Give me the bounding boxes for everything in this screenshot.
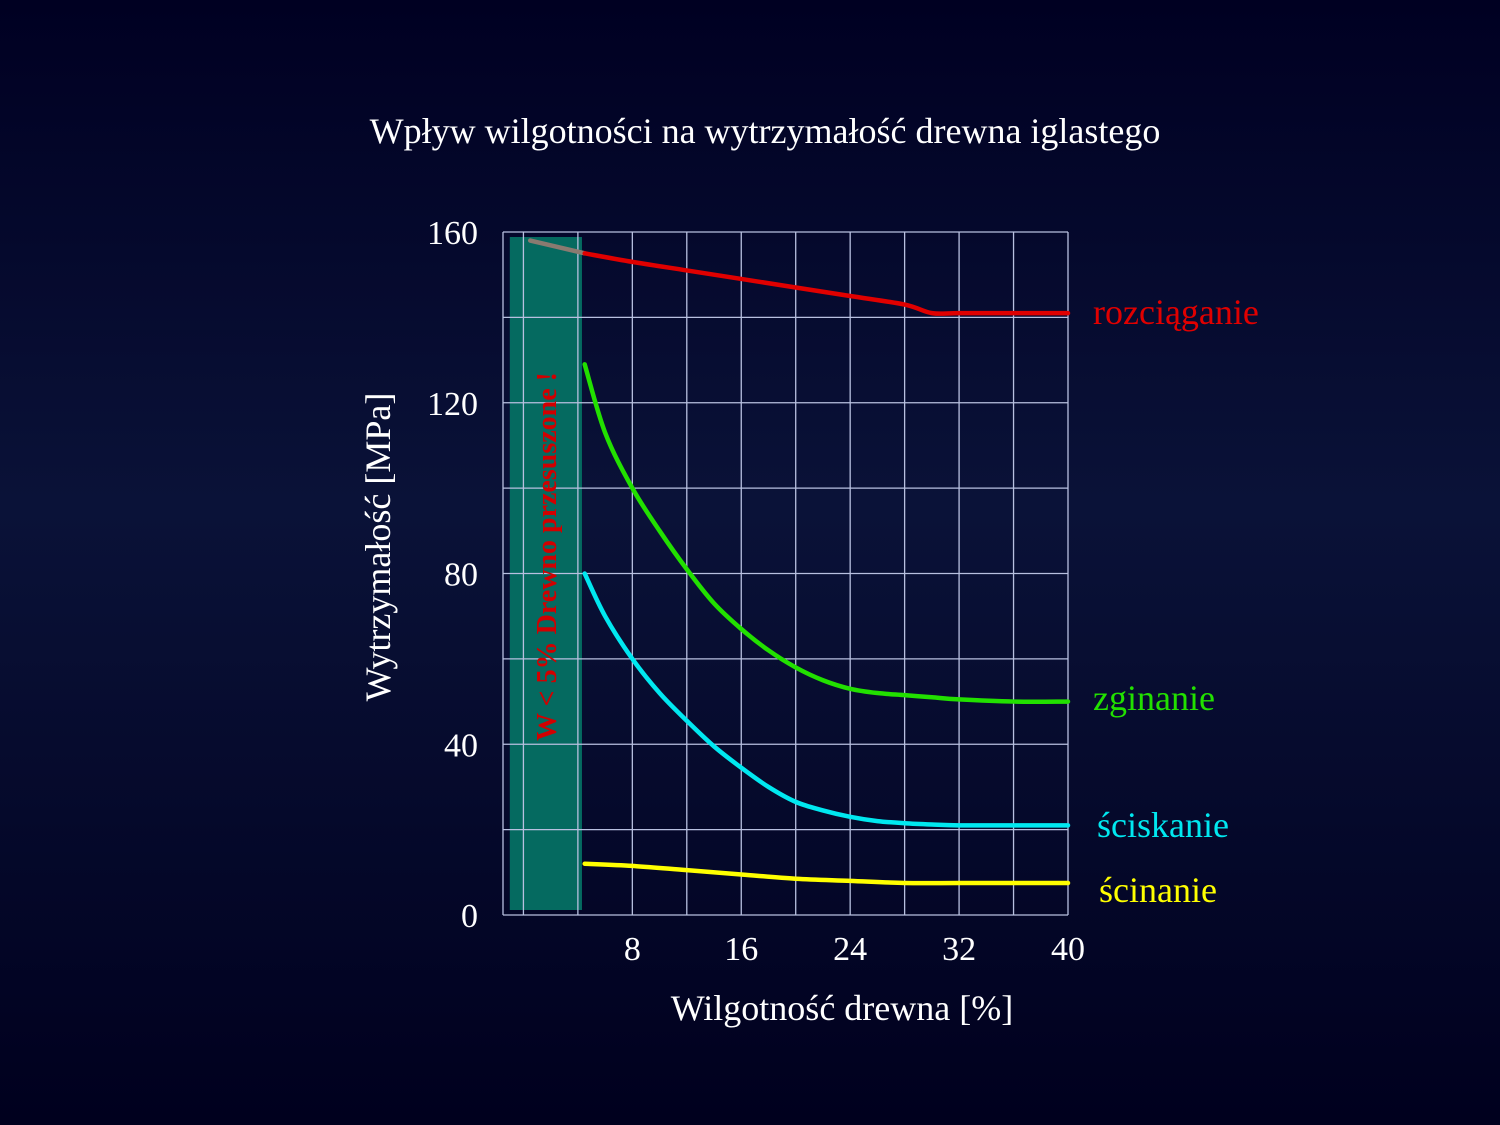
- series-line: [582, 571, 1071, 828]
- y-tick-label: 160: [427, 215, 478, 252]
- series-labels: rozciąganie zginanie ściskanie ścinanie: [1093, 292, 1259, 910]
- grid: [502, 231, 1069, 916]
- excluded-region-label: W < 5% Drewno przesuszone !: [532, 372, 563, 741]
- series-label: ścinanie: [1099, 870, 1217, 910]
- y-axis-ticks: 0 40 80 120 160: [427, 215, 478, 935]
- x-tick-label: 40: [1051, 931, 1085, 968]
- y-tick-label: 120: [427, 386, 478, 423]
- series-line: [582, 251, 1071, 316]
- x-axis-ticks: 8 16 24 32 40: [624, 931, 1085, 968]
- series-label: rozciąganie: [1093, 292, 1259, 332]
- series-line-extension: [527, 238, 587, 256]
- series-line: [582, 362, 1071, 704]
- y-tick-label: 80: [444, 557, 478, 594]
- chart-title: Wpływ wilgotności na wytrzymałość drewna…: [370, 111, 1161, 151]
- x-tick-label: 32: [942, 931, 976, 968]
- series-label: zginanie: [1093, 678, 1215, 718]
- x-tick-label: 24: [833, 931, 867, 968]
- x-tick-label: 8: [624, 931, 641, 968]
- series-lines: [527, 238, 1071, 886]
- x-axis-label: Wilgotność drewna [%]: [671, 988, 1013, 1028]
- y-axis-label: Wytrzymałość [MPa]: [358, 393, 398, 702]
- series-label: ściskanie: [1097, 805, 1229, 845]
- y-tick-label: 0: [461, 898, 478, 935]
- x-tick-label: 16: [724, 931, 758, 968]
- series-line: [582, 861, 1071, 886]
- y-tick-label: 40: [444, 727, 478, 764]
- plot-area: W < 5% Drewno przesuszone !: [502, 231, 1071, 916]
